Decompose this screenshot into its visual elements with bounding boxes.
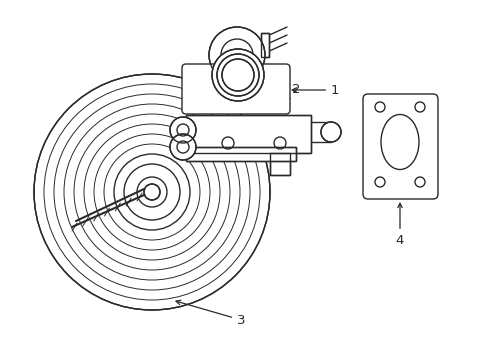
Bar	[261, 33, 268, 57]
Circle shape	[212, 49, 264, 101]
Circle shape	[217, 54, 259, 96]
Bar	[261, 33, 268, 57]
Text: 4: 4	[395, 203, 404, 247]
Circle shape	[320, 122, 340, 142]
FancyBboxPatch shape	[182, 64, 289, 114]
Circle shape	[208, 27, 264, 83]
Circle shape	[222, 59, 253, 91]
Circle shape	[170, 117, 196, 143]
Text: 1: 1	[291, 84, 339, 96]
Bar	[269, 153, 289, 175]
Bar	[185, 147, 295, 161]
Text: 3: 3	[176, 300, 245, 327]
Text: 2: 2	[233, 82, 300, 95]
Bar	[269, 153, 289, 175]
Circle shape	[170, 134, 196, 160]
Bar	[185, 147, 295, 161]
Bar	[185, 115, 310, 153]
Bar	[185, 115, 310, 153]
Circle shape	[143, 184, 160, 200]
Circle shape	[34, 74, 269, 310]
FancyBboxPatch shape	[362, 94, 437, 199]
